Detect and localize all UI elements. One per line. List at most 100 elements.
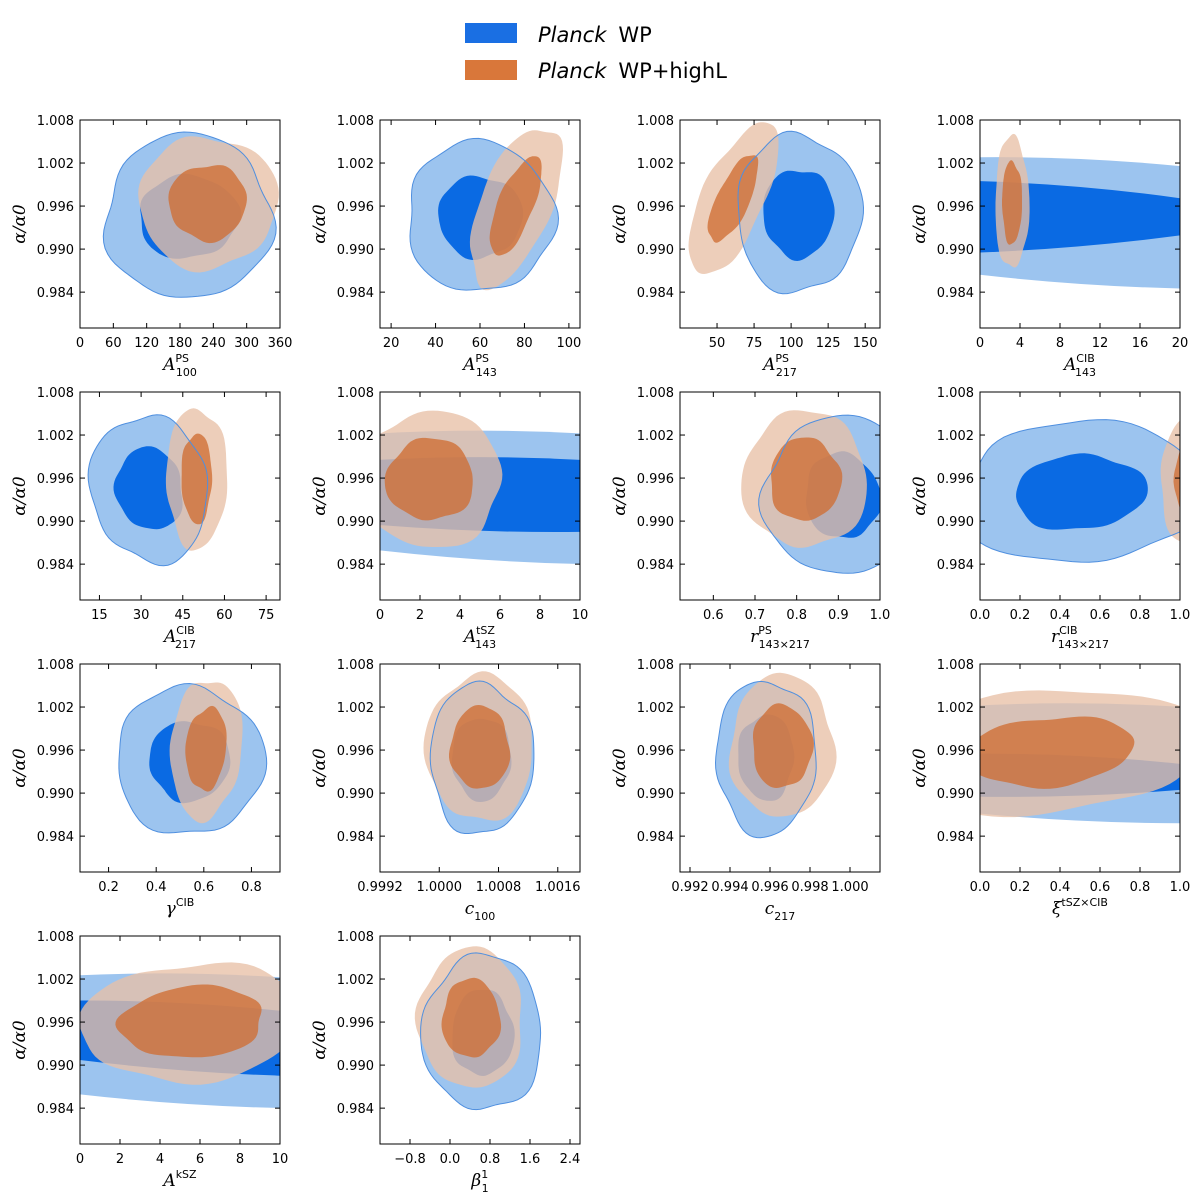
y-axis-label: α/α0	[310, 1020, 330, 1060]
x-tick-label: 0.0	[970, 880, 991, 895]
blue-contour-outline	[409, 137, 560, 291]
y-tick-label: 1.008	[37, 930, 74, 945]
y-tick-label: 0.996	[337, 744, 374, 759]
y-tick-label: 0.996	[337, 200, 374, 215]
y-tick-label: 0.990	[337, 787, 374, 802]
blue-contour-outline	[714, 680, 817, 839]
x-axis-label: ACIB 143	[1062, 352, 1096, 379]
panel-p10: 0.984 0.990 0.996 1.002 1.008 α/α0 0.9992 1.000…	[310, 658, 581, 923]
x-tick-label: 60	[472, 336, 489, 351]
x-tick-label: 4	[456, 608, 464, 623]
x-axis-label: c100	[465, 899, 496, 923]
x-tick-label: 20	[383, 336, 400, 351]
y-tick-label: 0.996	[637, 472, 674, 487]
x-tick-label: 0.4	[1050, 608, 1071, 623]
y-tick-label: 1.008	[37, 386, 74, 401]
y-tick-label: 0.990	[37, 515, 74, 530]
x-axis-label-sub: 217	[175, 638, 196, 651]
y-tick-label: 0.990	[37, 1059, 74, 1074]
y-tick-label: 0.996	[637, 744, 674, 759]
x-axis-label: ACIB 217	[162, 624, 196, 651]
x-tick-label: 15	[91, 608, 108, 623]
x-tick-label: 0.996	[751, 880, 788, 895]
axes-frame	[379, 935, 581, 1145]
y-tick-label: 1.002	[337, 429, 374, 444]
x-tick-label: 300	[234, 336, 259, 351]
plot-area-p11	[714, 672, 837, 839]
x-tick-label: 240	[201, 336, 226, 351]
y-tick-label: 1.008	[37, 658, 74, 673]
y-tick-label: 1.002	[37, 157, 74, 172]
x-tick-label: 150	[853, 336, 878, 351]
x-axis-label-base: r	[750, 627, 759, 647]
x-tick-label: 1.6	[520, 1152, 541, 1167]
x-tick-label: 360	[268, 336, 293, 351]
axes-frame	[379, 391, 581, 601]
y-tick-label: 0.996	[937, 472, 974, 487]
x-tick-label: 1.0	[1170, 608, 1191, 623]
y-tick-label: 0.996	[37, 200, 74, 215]
y-tick-label: 0.984	[637, 558, 674, 573]
x-tick-label: 0	[76, 336, 84, 351]
y-tick-label: 0.990	[337, 243, 374, 258]
x-axis-label-sup: PS	[475, 352, 489, 365]
x-axis-label-sub: 1	[482, 1182, 489, 1195]
y-tick-label: 1.002	[937, 429, 974, 444]
y-tick-label: 0.996	[937, 200, 974, 215]
y-tick-label: 0.990	[337, 1059, 374, 1074]
blue-contour-outline	[87, 414, 209, 567]
x-tick-label: 0.4	[146, 880, 167, 895]
x-tick-label: 12	[1092, 336, 1109, 351]
x-axis-label: rCIB 143×217	[1051, 624, 1109, 651]
y-axis-label: α/α0	[310, 204, 330, 244]
x-axis-label-sub: 217	[776, 366, 797, 379]
x-axis-label-sub: 143	[476, 366, 497, 379]
y-tick-label: 0.996	[37, 472, 74, 487]
x-tick-label: 0.998	[791, 880, 828, 895]
y-tick-label: 0.990	[937, 787, 974, 802]
y-tick-label: 1.002	[937, 157, 974, 172]
axes-frame	[679, 663, 881, 873]
orange-contour-inner	[753, 703, 814, 788]
orange-contour-inner	[449, 705, 511, 789]
y-tick-label: 1.002	[337, 973, 374, 988]
x-axis-label: γCIB	[166, 896, 195, 919]
y-tick-label: 1.002	[337, 157, 374, 172]
x-axis-label-sup: PS	[758, 624, 772, 637]
x-tick-label: 0.8	[241, 880, 262, 895]
x-tick-label: 4	[1016, 336, 1024, 351]
x-tick-label: 1.000	[831, 880, 868, 895]
y-axis-label: α/α0	[10, 1020, 30, 1060]
x-axis-label-base: A	[162, 627, 176, 647]
y-tick-label: 0.984	[937, 558, 974, 573]
y-tick-label: 0.990	[637, 787, 674, 802]
x-axis-label-sup: tSZ	[476, 624, 495, 637]
x-tick-label: 0.6	[1090, 608, 1111, 623]
x-axis-label-base: r	[1051, 627, 1060, 647]
y-tick-label: 0.984	[937, 286, 974, 301]
x-tick-label: 8	[236, 1152, 244, 1167]
x-tick-label: 0.2	[98, 880, 119, 895]
x-tick-label: 8	[536, 608, 544, 623]
plot-area-p3	[688, 122, 865, 295]
x-tick-label: 0.8	[1130, 608, 1151, 623]
y-tick-label: 1.008	[337, 658, 374, 673]
x-axis-label-sup: PS	[775, 352, 789, 365]
x-tick-label: 0.8	[480, 1152, 501, 1167]
orange-contour-inner	[384, 437, 473, 521]
orange-contour-inner	[489, 156, 542, 256]
x-tick-label: 0	[76, 1152, 84, 1167]
blue-contour-inner	[1016, 453, 1148, 530]
y-tick-label: 0.984	[637, 286, 674, 301]
x-axis-label-base: A	[1062, 355, 1076, 375]
x-tick-label: 0.6	[193, 880, 214, 895]
x-axis-label: β1 1	[470, 1168, 488, 1195]
y-tick-label: 0.984	[337, 830, 374, 845]
panel-p12: 0.984 0.990 0.996 1.002 1.008 α/α0 0.0 0.2 0.4 0.…	[910, 658, 1190, 919]
x-axis-label-base: ξ	[1052, 899, 1063, 919]
plot-area-p14	[414, 946, 542, 1111]
x-tick-label: 50	[709, 336, 726, 351]
x-tick-label: 60	[105, 336, 122, 351]
